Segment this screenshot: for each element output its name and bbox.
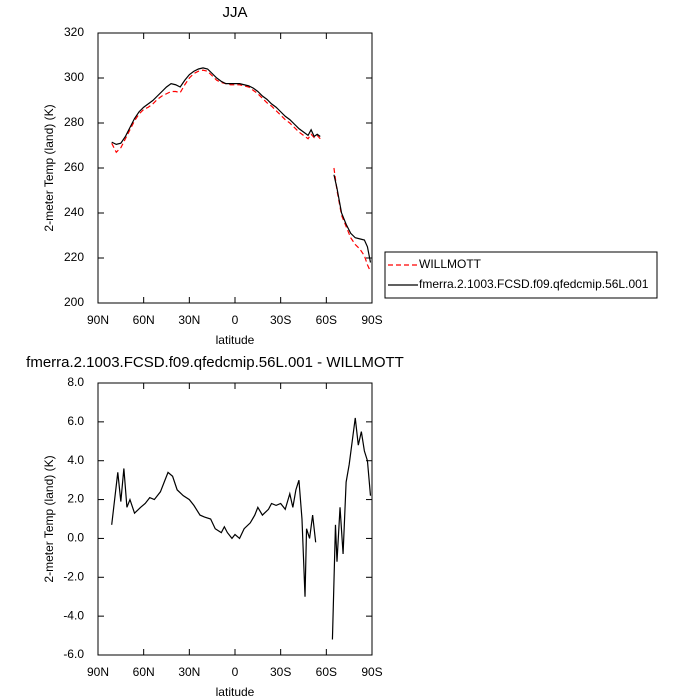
x-tick-label: 90N bbox=[87, 665, 109, 679]
data-line bbox=[333, 174, 372, 263]
plot-frame bbox=[97, 32, 373, 304]
y-tick-label: 6.0 bbox=[67, 414, 84, 428]
plot-frame bbox=[97, 382, 373, 656]
y-tick-label: -6.0 bbox=[63, 647, 84, 661]
legend-label: fmerra.2.1003.FCSD.f09.qfedcmip.56L.001 bbox=[419, 277, 649, 291]
x-tick-label: 60S bbox=[316, 665, 337, 679]
y-tick-label: 2.0 bbox=[67, 492, 84, 506]
y-tick-label: -4.0 bbox=[63, 608, 84, 622]
x-tick-label: 90N bbox=[87, 313, 109, 327]
x-tick-label: 60S bbox=[316, 313, 337, 327]
legend-box bbox=[384, 251, 658, 299]
y-tick-label: 0.0 bbox=[67, 531, 84, 545]
x-tick-label: 30N bbox=[178, 313, 200, 327]
y-tick-label: 260 bbox=[64, 160, 84, 174]
chart-title: fmerra.2.1003.FCSD.f09.qfedcmip.56L.001 … bbox=[26, 354, 404, 371]
y-tick-label: -2.0 bbox=[63, 569, 84, 583]
x-tick-label: 30S bbox=[270, 313, 291, 327]
data-line bbox=[111, 69, 321, 154]
data-line bbox=[111, 468, 317, 597]
x-tick-label: 0 bbox=[232, 665, 239, 679]
y-tick-label: 240 bbox=[64, 205, 84, 219]
y-tick-label: 280 bbox=[64, 115, 84, 129]
x-axis-label: latitude bbox=[216, 685, 255, 699]
y-tick-label: 200 bbox=[64, 295, 84, 309]
data-line bbox=[333, 167, 372, 272]
x-tick-label: 30S bbox=[270, 665, 291, 679]
chart-title: JJA bbox=[222, 4, 247, 21]
x-tick-label: 60N bbox=[133, 665, 155, 679]
y-tick-label: 320 bbox=[64, 25, 84, 39]
y-axis-label: 2-meter Temp (land) (K) bbox=[42, 455, 56, 582]
data-line bbox=[331, 417, 372, 640]
y-tick-label: 220 bbox=[64, 250, 84, 264]
y-tick-label: 300 bbox=[64, 70, 84, 84]
x-tick-label: 90S bbox=[361, 665, 382, 679]
x-tick-label: 60N bbox=[133, 313, 155, 327]
x-tick-label: 90S bbox=[361, 313, 382, 327]
data-line bbox=[111, 67, 321, 146]
x-tick-label: 30N bbox=[178, 665, 200, 679]
legend-label: WILLMOTT bbox=[419, 257, 482, 271]
y-tick-label: 4.0 bbox=[67, 453, 84, 467]
x-axis-label: latitude bbox=[216, 333, 255, 347]
y-axis-label: 2-meter Temp (land) (K) bbox=[42, 104, 56, 231]
x-tick-label: 0 bbox=[232, 313, 239, 327]
y-tick-label: 8.0 bbox=[67, 375, 84, 389]
